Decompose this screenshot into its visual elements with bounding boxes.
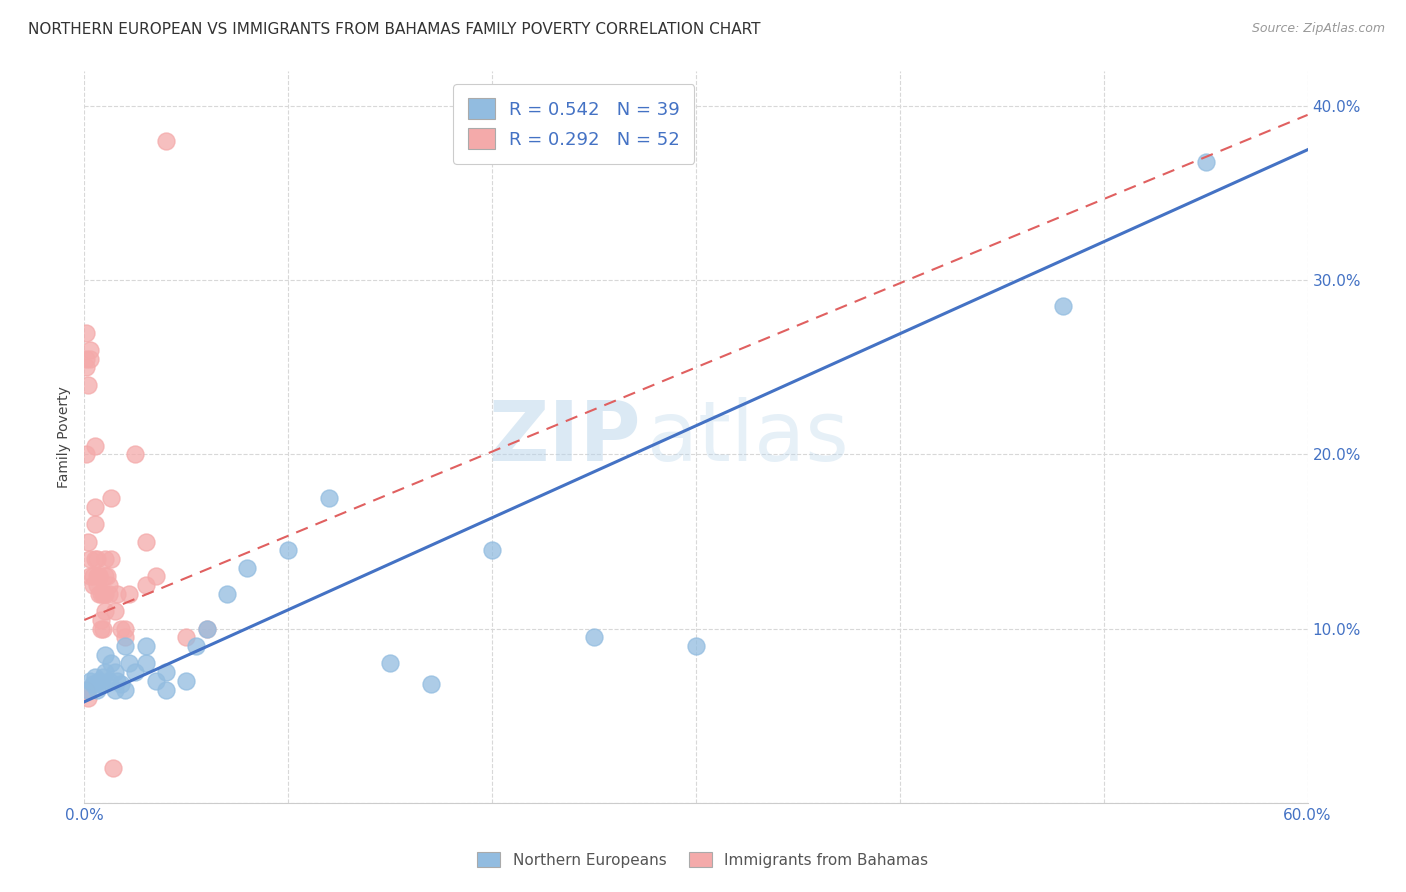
Point — [75, 682, 97, 697]
Point — [176, 673, 198, 688]
Point — [277, 543, 299, 558]
Text: NORTHERN EUROPEAN VS IMMIGRANTS FROM BAHAMAS FAMILY POVERTY CORRELATION CHART: NORTHERN EUROPEAN VS IMMIGRANTS FROM BAH… — [28, 22, 761, 37]
Point — [145, 673, 167, 688]
Point — [217, 587, 239, 601]
Point — [114, 622, 136, 636]
Point — [97, 673, 120, 688]
Text: Source: ZipAtlas.com: Source: ZipAtlas.com — [1251, 22, 1385, 36]
Point — [93, 552, 117, 566]
Point — [83, 439, 105, 453]
Point — [87, 569, 110, 583]
Point — [380, 657, 402, 671]
Point — [86, 552, 108, 566]
Point — [82, 569, 104, 583]
Point — [75, 326, 97, 340]
Point — [583, 631, 606, 645]
Point — [77, 691, 100, 706]
Point — [93, 665, 117, 680]
Point — [83, 500, 105, 514]
Point — [86, 569, 108, 583]
Point — [135, 578, 157, 592]
Point — [79, 673, 101, 688]
Point — [124, 448, 146, 462]
Point — [96, 569, 118, 583]
Point — [155, 682, 177, 697]
Point — [97, 587, 120, 601]
Point — [91, 670, 114, 684]
Point — [86, 682, 108, 697]
Point — [75, 360, 97, 375]
Point — [101, 761, 124, 775]
Point — [79, 351, 101, 366]
Point — [90, 677, 112, 691]
Point — [93, 587, 117, 601]
Point — [685, 639, 707, 653]
Point — [83, 552, 105, 566]
Point — [118, 657, 141, 671]
Point — [86, 578, 108, 592]
Point — [91, 587, 114, 601]
Point — [90, 613, 112, 627]
Point — [105, 673, 128, 688]
Point — [83, 670, 105, 684]
Point — [82, 578, 104, 592]
Point — [104, 604, 127, 618]
Point — [75, 448, 97, 462]
Point — [110, 622, 132, 636]
Text: ZIP: ZIP — [488, 397, 641, 477]
Point — [87, 673, 110, 688]
Point — [104, 665, 127, 680]
Point — [118, 587, 141, 601]
Point — [1195, 155, 1218, 169]
Point — [155, 665, 177, 680]
Point — [97, 578, 120, 592]
Legend: R = 0.542   N = 39, R = 0.292   N = 52: R = 0.542 N = 39, R = 0.292 N = 52 — [453, 84, 695, 163]
Point — [91, 622, 114, 636]
Point — [93, 648, 117, 662]
Point — [124, 665, 146, 680]
Point — [82, 677, 104, 691]
Point — [100, 491, 122, 505]
Point — [236, 560, 259, 574]
Point — [77, 534, 100, 549]
Point — [87, 587, 110, 601]
Point — [93, 604, 117, 618]
Point — [318, 491, 340, 505]
Point — [155, 134, 177, 148]
Point — [135, 639, 157, 653]
Point — [176, 631, 198, 645]
Y-axis label: Family Poverty: Family Poverty — [58, 386, 72, 488]
Point — [105, 587, 128, 601]
Point — [110, 677, 132, 691]
Point — [79, 343, 101, 357]
Point — [114, 682, 136, 697]
Point — [420, 677, 443, 691]
Point — [100, 657, 122, 671]
Point — [93, 569, 117, 583]
Point — [83, 517, 105, 532]
Text: atlas: atlas — [647, 397, 849, 477]
Point — [195, 622, 218, 636]
Point — [79, 552, 101, 566]
Point — [77, 377, 100, 392]
Point — [90, 622, 112, 636]
Point — [104, 682, 127, 697]
Point — [481, 543, 503, 558]
Point — [75, 351, 97, 366]
Point — [100, 552, 122, 566]
Point — [114, 631, 136, 645]
Point — [87, 569, 110, 583]
Point — [135, 534, 157, 549]
Point — [90, 587, 112, 601]
Point — [145, 569, 167, 583]
Point — [135, 657, 157, 671]
Point — [114, 639, 136, 653]
Point — [79, 569, 101, 583]
Point — [186, 639, 208, 653]
Point — [77, 682, 100, 697]
Point — [1052, 300, 1074, 314]
Legend: Northern Europeans, Immigrants from Bahamas: Northern Europeans, Immigrants from Baha… — [470, 844, 936, 875]
Point — [195, 622, 218, 636]
